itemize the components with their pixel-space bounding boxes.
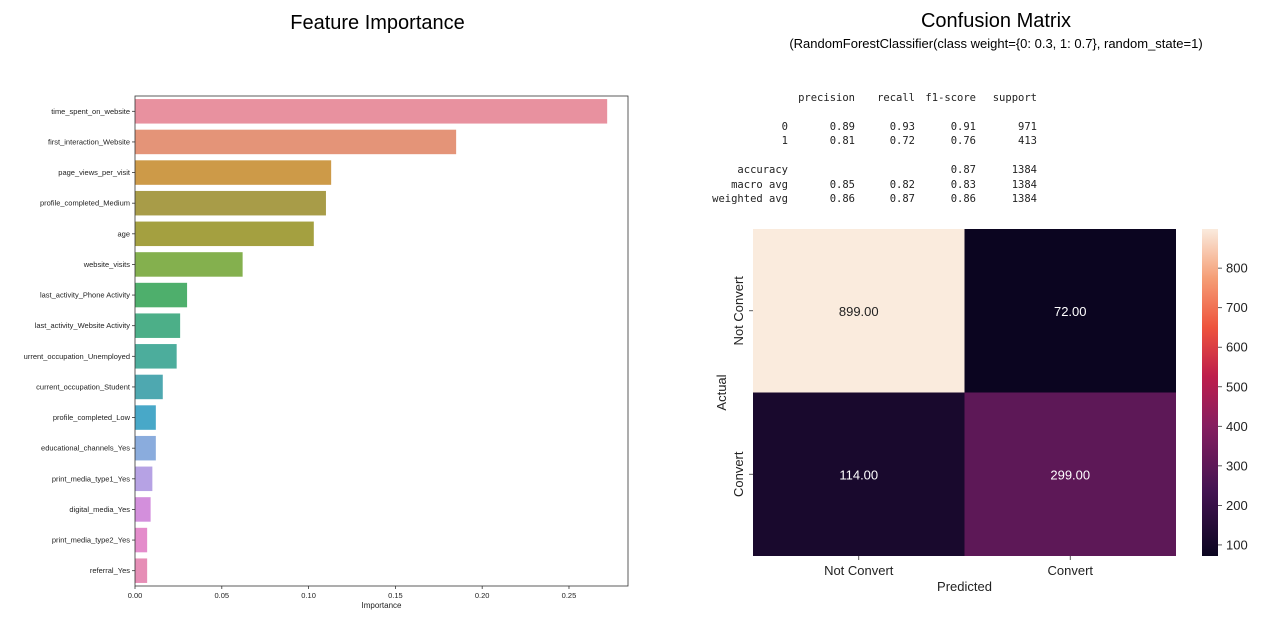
report-cell: 0.72 [889,135,915,147]
feature-importance-title: Feature Importance [290,12,465,34]
report-cell: 0.87 [950,164,976,176]
cell-0-0 [753,229,965,393]
bar-6 [135,282,188,308]
colorbar-tick-label-1: 200 [1226,498,1248,513]
y-tick-label-7: last_activity_Website Activity [35,321,131,330]
x-tick-label-2: 0.10 [301,591,316,600]
y-tick-label-14: print_media_type2_Yes [52,536,130,545]
x-tick-label-0: 0.00 [128,591,143,600]
colorbar-tick-label-4: 500 [1226,379,1248,394]
colorbar-tick-label-0: 100 [1226,537,1248,552]
x-tick-label-4: 0.20 [475,591,490,600]
y-tick-label-10: profile_completed_Low [53,413,131,422]
bar-2 [135,160,332,185]
report-header-support: support [992,92,1037,104]
report-header-precision: precision [798,92,855,104]
bar-15 [135,558,148,583]
bar-1 [135,129,457,155]
bar-3 [135,190,326,216]
bar-9 [135,374,163,400]
y-tick-label-3: profile_completed_Medium [40,199,130,208]
report-cell: 1384 [1011,179,1037,191]
cell-1-1 [964,392,1176,556]
report-cell: 0.81 [829,135,855,147]
cell-label-1-1: 299.00 [1050,467,1090,482]
y-axis-label: Actual [714,374,729,410]
classification-report: precision recall f1-score support 0 0.89 0.93 0… [700,90,1060,215]
bar-7 [135,313,181,338]
confusion-matrix-subtitle: (RandomForestClassifier(class weight={0:… [789,36,1203,51]
report-cell: 0.93 [889,121,915,133]
bar-8 [135,344,177,369]
report-cell: 1384 [1011,193,1037,205]
cell-label-0-1: 72.00 [1054,304,1087,319]
bar-13 [135,497,151,522]
colorbar [1202,229,1218,556]
y-tick-label-11: educational_channels_Yes [41,444,130,453]
x-axis-label: Importance [361,601,402,610]
bar-5 [135,252,243,277]
report-cell: 0.87 [889,193,915,205]
report-row-label: weighted avg [712,193,788,205]
report-cell: 0.86 [829,193,855,205]
bar-11 [135,435,156,461]
report-row-label: macro avg [731,179,788,191]
colorbar-tick-label-6: 700 [1226,300,1248,315]
y-tick-label-12: print_media_type1_Yes [52,474,130,483]
report-cell: 0.91 [950,121,976,133]
report-cell: 0.76 [950,135,976,147]
x-tick-label-0: Not Convert [824,563,894,578]
colorbar-tick-label-2: 300 [1226,458,1248,473]
bar-12 [135,466,153,492]
y-tick-label-13: digital_media_Yes [69,505,130,514]
feature-importance-chart: time_spent_on_website first_interaction_W… [24,95,629,610]
report-row-label: accuracy [737,164,788,176]
bar-0 [135,99,608,124]
report-row-label: 1 [781,135,788,147]
report-cell: 0.86 [950,193,976,205]
report-cell: 0.82 [889,179,915,191]
report-cell: 0.89 [829,121,855,133]
report-header-f1-score: f1-score [925,92,976,104]
report-cell: 971 [1018,121,1037,133]
bar-10 [135,405,156,430]
plot-frame [134,95,629,587]
colorbar-tick-label-5: 600 [1226,340,1248,355]
report-row-label: 0 [781,121,788,133]
y-tick-label-0: time_spent_on_website [51,107,130,116]
bar-14 [135,527,148,553]
x-tick-label-1: Convert [1047,563,1093,578]
x-axis-label: Predicted [937,579,992,594]
y-tick-label-1: first_interaction_Website [48,137,130,146]
y-tick-label-2: page_views_per_visit [58,168,131,177]
y-tick-label-0: Not Convert [731,276,746,346]
y-tick-label-5: website_visits [83,260,131,269]
x-tick-label-5: 0.25 [562,591,577,600]
report-cell: 1384 [1011,164,1037,176]
bar-4 [135,221,314,247]
x-tick-label-3: 0.15 [388,591,403,600]
report-cell: 0.83 [950,179,976,191]
y-tick-label-6: last_activity_Phone Activity [40,291,130,300]
colorbar-tick-label-7: 800 [1226,261,1248,276]
y-tick-label-4: age [117,229,130,238]
cell-label-1-0: 114.00 [839,467,878,482]
cell-1-0 [753,392,965,556]
y-tick-label-8: urrent_occupation_Unemployed [24,352,130,361]
confusion-matrix-chart: 899.00 72.00 114.00 299.00 Not Convert Conver… [714,229,1248,594]
x-tick-label-1: 0.05 [214,591,229,600]
confusion-matrix-title: Confusion Matrix [920,10,1072,32]
report-cell: 413 [1018,135,1037,147]
colorbar-tick-label-3: 400 [1226,419,1248,434]
y-tick-label-15: referral_Yes [90,566,130,575]
report-header-recall: recall [877,92,915,104]
report-cell: 0.85 [829,179,855,191]
cell-0-1 [964,229,1176,393]
y-tick-label-9: current_occupation_Student [36,382,131,391]
y-tick-label-1: Convert [731,451,746,497]
cell-label-0-0: 899.00 [839,304,879,319]
